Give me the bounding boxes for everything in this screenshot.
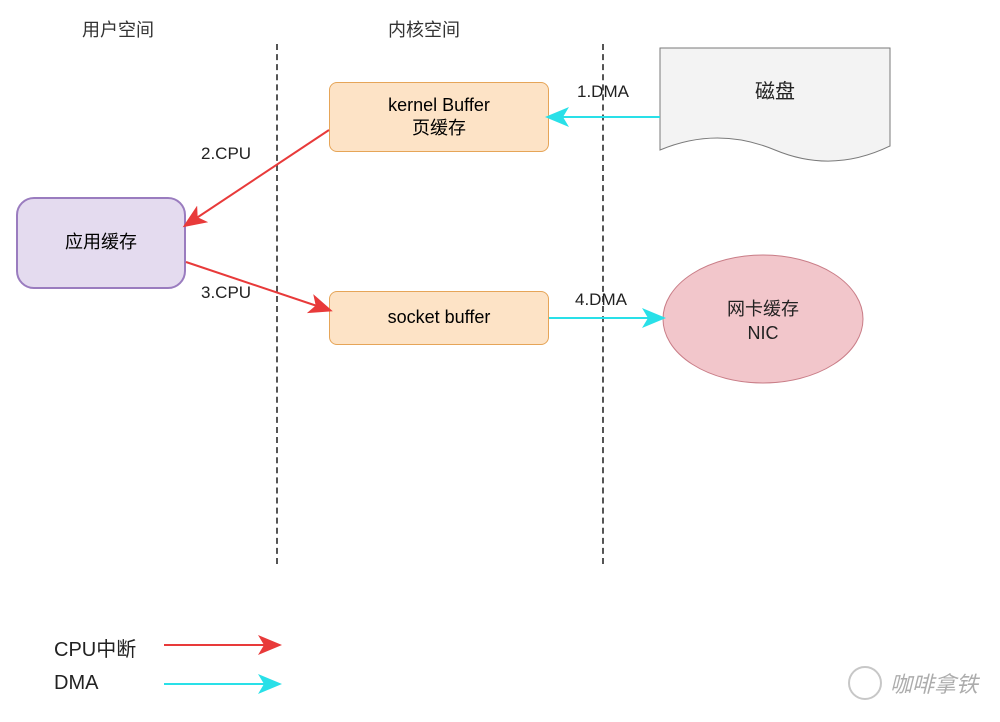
watermark-text: 咖啡拿铁 [890,667,978,699]
node-nic-label1: 网卡缓存 [727,299,799,319]
node-disk-shape [660,48,890,161]
node-disk: 磁盘 [660,48,890,164]
node-nic-label2: NIC [748,323,779,343]
node-kernel-buffer: kernel Buffer 页缓存 [329,82,549,152]
node-nic-shape [663,255,863,383]
edge-4-label: 4.DMA [575,290,627,310]
watermark-icon [848,666,882,700]
node-kernel-buffer-label2: 页缓存 [412,117,466,140]
node-socket-buffer: socket buffer [329,291,549,345]
header-kernel-space: 内核空间 [388,16,460,42]
node-socket-buffer-label: socket buffer [388,306,491,329]
legend-cpu-label: CPU中断 [54,633,136,662]
legend-dma-label: DMA [54,672,98,695]
header-user-space: 用户空间 [82,16,154,42]
edge-1-label: 1.DMA [577,82,629,102]
divider-1 [276,44,278,564]
node-app-cache: 应用缓存 [16,197,186,289]
node-kernel-buffer-label1: kernel Buffer [388,94,490,117]
edge-3-label: 3.CPU [201,283,251,303]
edge-2-label: 2.CPU [201,144,251,164]
watermark: 咖啡拿铁 [848,666,978,700]
node-disk-label: 磁盘 [755,80,795,103]
diagram-canvas: 用户空间 内核空间 应用缓存 kernel Buffer 页缓存 socket … [0,0,1000,722]
node-app-cache-label: 应用缓存 [65,231,137,254]
